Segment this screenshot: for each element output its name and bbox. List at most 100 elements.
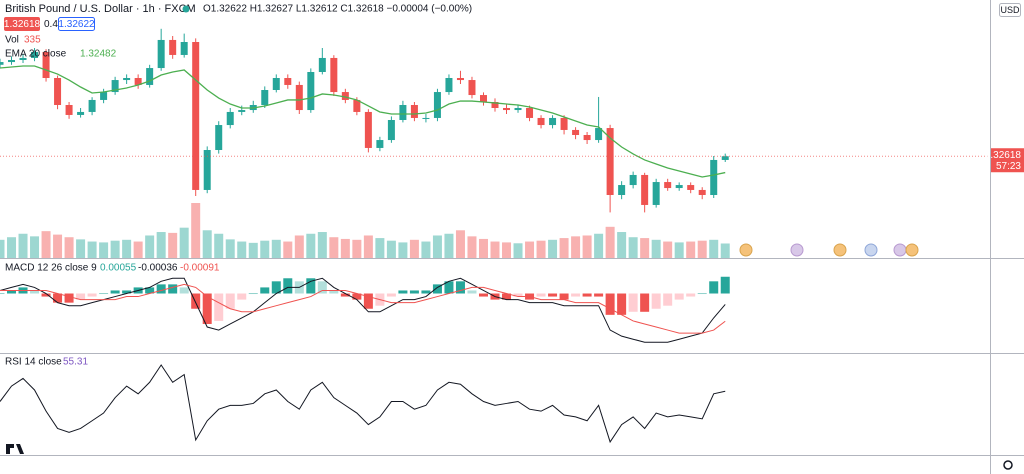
candle-body [192,42,200,190]
macd-histogram-bar [628,293,638,312]
candle-body [618,185,626,195]
event-flag[interactable] [739,243,753,257]
macd-histogram-bar [467,290,477,294]
candle-body [595,128,603,141]
macd-histogram-bar [248,293,258,295]
volume-bar [594,233,604,258]
candle-body [295,84,303,111]
rsi-value: 55.31 [63,357,88,368]
candle-body [433,92,441,118]
candle-body [652,182,660,205]
candle-body [503,108,511,111]
volume-bar [444,233,454,258]
macd-histogram-bar [99,293,109,295]
event-flag[interactable] [864,243,878,257]
currency-box[interactable] [999,3,1021,17]
volume-bar [617,232,627,258]
candle-body [31,51,39,58]
bid-box[interactable] [4,17,40,31]
volume-bar [0,239,5,258]
candle-body [456,78,464,81]
volume-bar [525,241,535,258]
volume-bar [409,239,419,258]
candle-body [215,125,223,150]
candle-body [698,189,706,195]
event-flag[interactable] [893,243,907,257]
ohlc-legend: O1.32622 H1.32627 L1.32612 C1.32618 −0.0… [203,4,472,15]
volume-bar [30,236,40,258]
macd-signal-value: -0.00091 [180,263,220,274]
macd-legend: MACD 12 26 close 9 [5,263,97,274]
macd-histogram-bar [179,287,189,294]
macd-histogram-bar [225,293,235,309]
candle-body [710,159,718,195]
candle-body [560,117,568,130]
candle-body [353,99,361,112]
macd-histogram-bar [41,293,51,297]
ask-price[interactable]: 1.32622 [58,19,95,30]
candle-body [307,72,315,111]
macd-histogram-bar [605,293,615,315]
volume-bar [76,239,86,258]
macd-histogram-bar [202,293,212,324]
candle-body [491,102,499,108]
settings-icon[interactable] [1003,460,1013,470]
volume-bar [513,243,523,258]
volume-bar [225,239,235,258]
volume-bar [651,239,661,258]
volume-bar [99,242,109,258]
volume-bar [686,241,696,258]
volume-bar [283,241,293,258]
candle-body [203,150,211,190]
countdown: 57:23 [996,161,1021,172]
bid-price[interactable]: 1.32618 [4,19,41,30]
volume-bar [145,235,155,258]
currency[interactable]: USD [1000,5,1020,15]
candle-body [549,117,557,126]
macd-histogram-bar [283,278,293,294]
macd-histogram-bar [398,290,408,294]
candle-body [526,108,534,118]
volume-bar [628,237,638,258]
volume-bar [18,233,28,258]
volume-bar [663,241,673,258]
candle-body [226,111,234,126]
macd-histogram-bar [709,281,719,294]
volume-bar [179,227,189,258]
market-status [182,5,190,13]
volume-bar [294,235,304,258]
macd-histogram-bar [697,293,707,295]
macd-histogram-bar [582,293,592,297]
macd-histogram-bar [559,293,569,300]
last-price-box [991,148,1024,173]
volume-bar [41,231,51,258]
candle-body [261,90,269,105]
candle-body [123,78,131,81]
macd-value: -0.00036 [138,263,178,274]
volume-bar [214,233,224,258]
macd-histogram-bar [237,293,247,300]
macd-histogram-bar [455,281,465,294]
macd-histogram-bar [444,281,454,294]
candle-body [629,174,637,186]
signal-line [0,283,726,334]
volume-bar [720,243,730,258]
volume-bar [133,241,143,258]
candle-body [422,117,430,119]
macd-line [0,277,726,343]
volume-bar [202,230,212,258]
macd-histogram-bar [214,293,224,321]
event-flag[interactable] [790,243,804,257]
event-flag[interactable] [905,243,919,257]
volume-bar [467,236,477,258]
ask-box[interactable] [58,17,95,31]
event-flag[interactable] [833,243,847,257]
volume-bar [709,239,719,258]
candle-body [100,92,108,100]
volume-bar [7,237,17,258]
macd-histogram-bar [168,284,178,294]
logo[interactable] [6,444,24,454]
